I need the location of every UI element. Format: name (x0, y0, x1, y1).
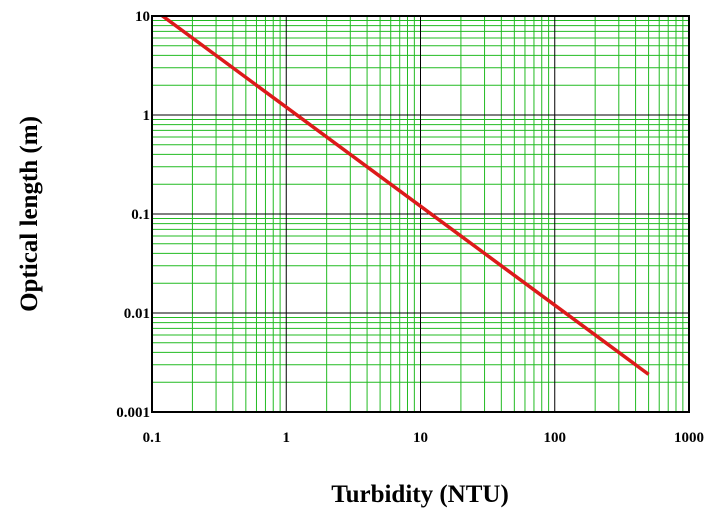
x-tick-label: 1000 (674, 430, 704, 446)
y-tick-label: 0.01 (124, 306, 150, 322)
plot-frame (151, 15, 690, 413)
y-tick-label: 10 (135, 9, 150, 25)
y-axis-title: Optical length (m) (16, 116, 43, 312)
x-tick-label: 100 (544, 430, 567, 446)
series-group (159, 16, 650, 376)
y-tick-label: 0.001 (116, 405, 150, 421)
x-tick-label: 0.1 (143, 430, 162, 446)
y-tick-label: 0.1 (131, 207, 150, 223)
x-tick-labels: 0.1 1 10 100 1000 (143, 430, 704, 446)
series-line (159, 16, 650, 376)
y-tick-label: 1 (143, 108, 151, 124)
y-tick-labels: 0.001 0.01 0.1 1 10 (116, 9, 150, 421)
x-axis-title: Turbidity (NTU) (331, 481, 509, 508)
x-tick-label: 10 (413, 430, 428, 446)
x-tick-label: 1 (283, 430, 291, 446)
